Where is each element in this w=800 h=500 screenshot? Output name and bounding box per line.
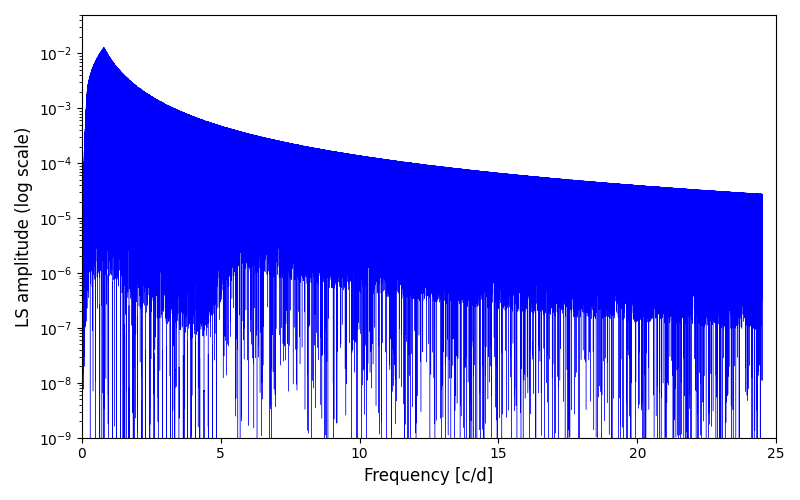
X-axis label: Frequency [c/d]: Frequency [c/d] [364, 467, 494, 485]
Y-axis label: LS amplitude (log scale): LS amplitude (log scale) [15, 126, 33, 326]
